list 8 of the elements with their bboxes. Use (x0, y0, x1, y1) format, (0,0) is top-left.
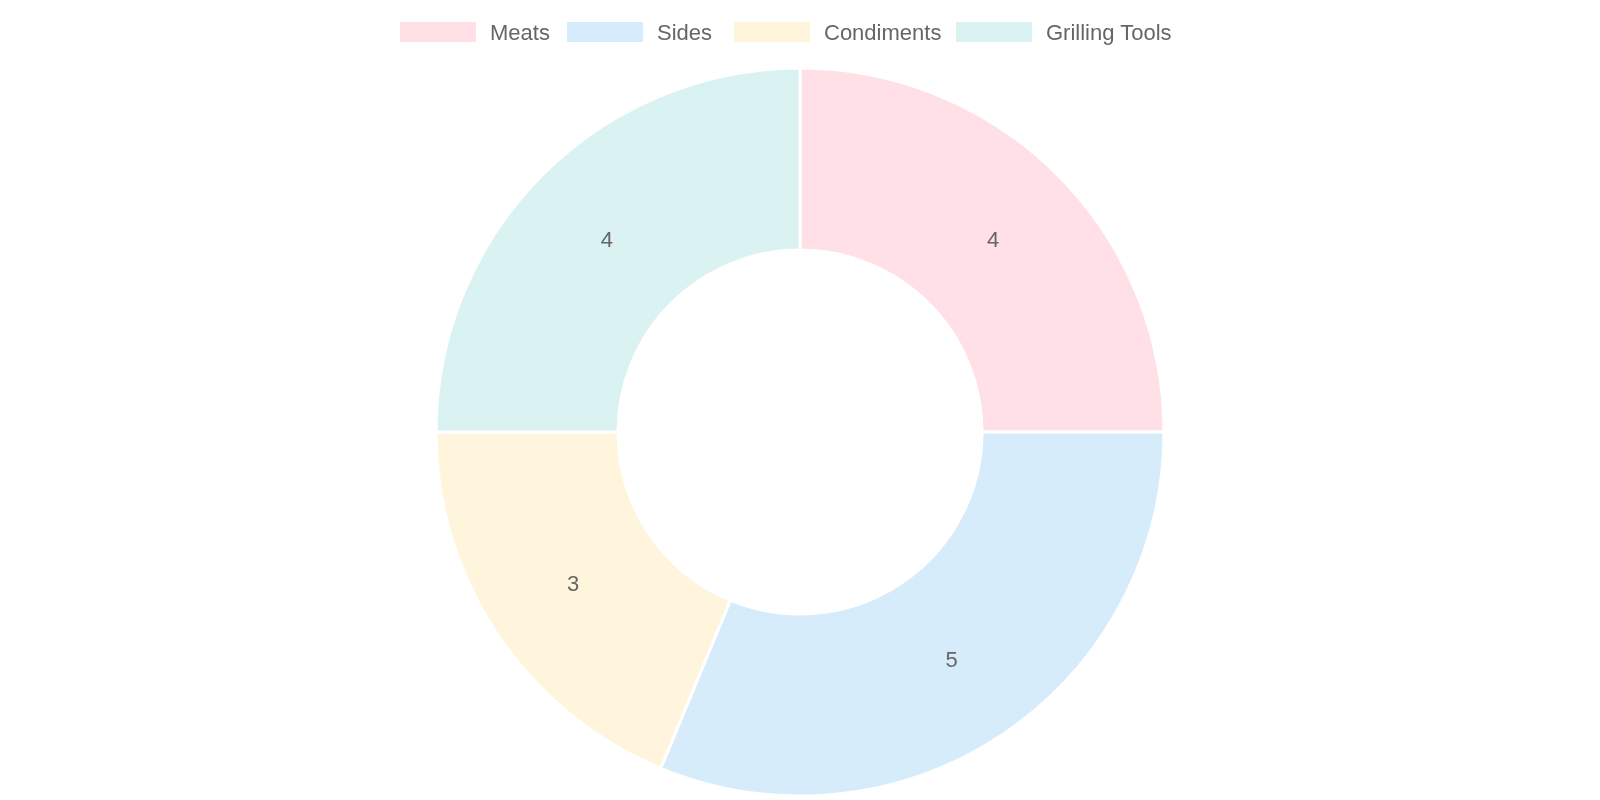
legend-label: Meats (490, 19, 550, 45)
legend-label: Condiments (824, 19, 942, 45)
data-label: 3 (566, 571, 580, 597)
data-label: 5 (945, 646, 958, 672)
legend-label: Grilling Tools (1046, 19, 1172, 45)
data-label: 4 (600, 226, 614, 252)
data-label: 4 (986, 226, 1000, 252)
legend-label: Sides (657, 19, 713, 45)
